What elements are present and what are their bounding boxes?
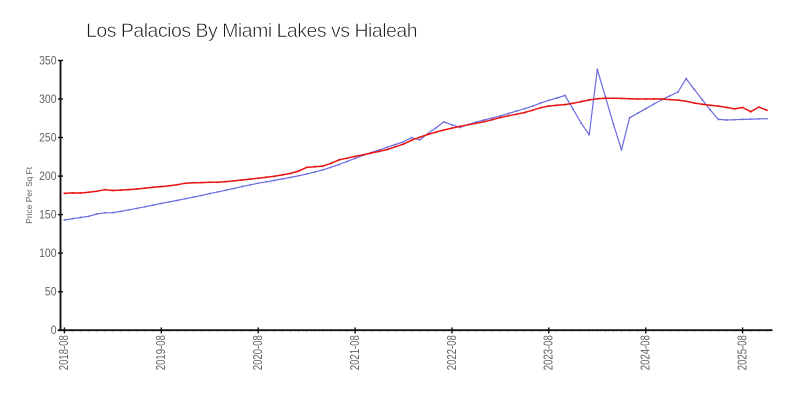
svg-text:2024-08: 2024-08	[638, 335, 653, 370]
svg-text:Price Per Sq Ft: Price Per Sq Ft	[24, 166, 34, 223]
svg-text:2021-08: 2021-08	[347, 335, 362, 370]
svg-text:0: 0	[51, 323, 57, 337]
svg-text:2018-08: 2018-08	[56, 335, 71, 370]
svg-text:350: 350	[39, 54, 57, 68]
svg-text:300: 300	[39, 92, 57, 106]
svg-text:100: 100	[39, 246, 57, 260]
svg-text:250: 250	[39, 131, 57, 145]
svg-text:200: 200	[39, 169, 57, 183]
svg-text:2025-08: 2025-08	[734, 335, 749, 370]
svg-text:50: 50	[45, 285, 57, 299]
svg-text:2019-08: 2019-08	[153, 335, 168, 370]
svg-text:2020-08: 2020-08	[250, 335, 265, 370]
svg-text:150: 150	[39, 208, 57, 222]
svg-text:2022-08: 2022-08	[444, 335, 459, 370]
svg-text:2023-08: 2023-08	[541, 335, 556, 370]
svg-text:Los Palacios By Miami Lakes vs: Los Palacios By Miami Lakes vs Hialeah	[86, 20, 417, 42]
